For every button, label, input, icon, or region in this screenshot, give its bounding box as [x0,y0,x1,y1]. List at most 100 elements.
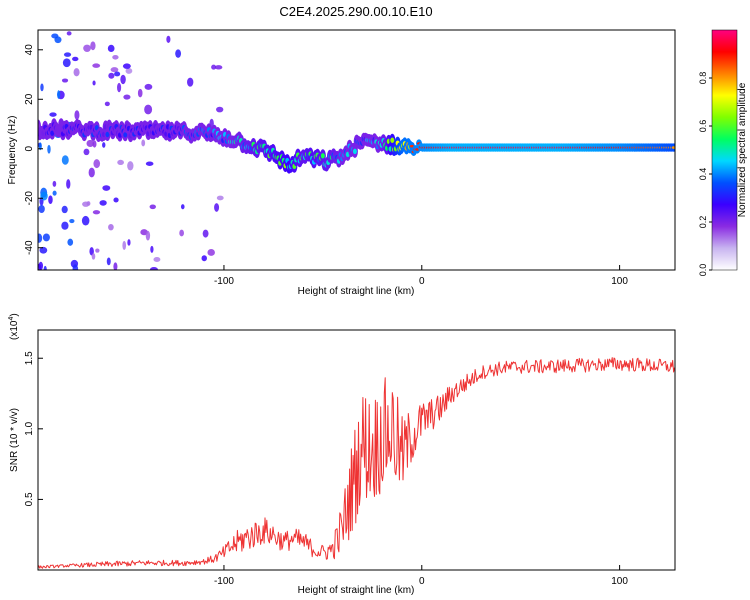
spectrogram-cell [150,267,158,270]
spectrogram-cell [106,257,111,266]
spectrogram-cell [166,35,171,43]
spectrogram-cell [104,101,110,107]
spectrogram-cell [61,221,69,230]
spectrogram-cell [216,195,224,201]
spectrogram-cell [82,201,90,207]
snr-y-tick-label: 1.5 [24,351,35,365]
spectrogram-cell [38,204,45,214]
spectrogram-frame [37,29,676,271]
spectrogram-cell [107,44,115,53]
snr-x-tick-label: -100 [214,576,234,587]
spectrogram-cell [144,83,153,90]
spectrogram-cell [52,190,57,196]
spectrogram-cell [72,56,79,62]
snr-y-tick-label: 0.5 [24,492,35,506]
spectrogram-cell [61,78,69,83]
spectrogram-cell [108,223,114,231]
spectrogram-cell [72,264,79,270]
snr-y-multiplier: (x104) [8,313,20,340]
spectrogram-y-tick-label: -40 [24,240,35,255]
spectrogram-cell [112,54,119,60]
spectrogram-cell [99,200,107,206]
colorbar-tick-label: 0.4 [698,168,708,181]
spectrogram-cell [40,83,44,92]
spectrogram-cell [352,148,357,155]
colorbar-ticks: 0.0 0.2 0.4 0.6 0.8 [698,72,712,277]
spectrogram-y-ticks: -40 -20 0 20 40 [24,44,43,255]
spectrogram-cell [92,210,101,215]
spectrogram-x-tick-label: 0 [419,276,425,287]
spectrogram-cell [57,90,61,99]
spectrogram-cell [43,265,47,270]
spectrogram-cell [48,195,53,205]
spectrogram-cell [52,180,57,187]
spectrogram-cell [49,112,57,117]
spectrogram-y-label: Frequency (Hz) [7,116,18,185]
chart-title: C2E4.2025.290.00.10.E10 [279,4,432,19]
spectrogram-cell [110,67,119,73]
spectrogram-cell [214,65,223,70]
spectrogram-cell [187,77,194,87]
spectrogram-cell [38,142,42,151]
spectrogram-cell [39,246,48,254]
spectrogram-cell [88,167,95,178]
spectrogram-cell [83,148,90,156]
spectrogram-cell [86,139,95,148]
snr-x-ticks: -100 0 100 [214,565,628,587]
spectrogram-cell [214,203,220,212]
colorbar-tick-label: 0.0 [698,264,708,277]
spectrogram-cell [51,33,59,39]
spectrogram-cell [202,229,209,238]
spectrogram-cell [113,262,118,270]
spectrogram-cell [108,72,115,79]
spectrogram-cell [38,261,44,270]
spectrogram-cells [38,31,675,270]
spectrogram-cell [73,68,80,77]
spectrogram-cell [216,106,224,113]
colorbar-tick-label: 0.2 [698,216,708,229]
spectrogram-cell [409,144,414,148]
spectrogram-cell [102,142,106,148]
spectrogram-x-ticks: -100 0 100 [214,265,628,287]
spectrogram-cell [122,63,131,69]
spectrogram-y-tick-label: -20 [24,191,35,206]
spectrogram-cell [145,230,151,241]
snr-panel: -100 0 100 0.5 1.0 1.5 Height of straight li… [8,313,676,596]
snr-x-tick-label: 0 [419,576,425,587]
spectrogram-cell [69,218,75,224]
spectrogram-cell [38,233,43,243]
spectrogram-cell [137,88,143,98]
snr-y-tick-label: 1.0 [24,421,35,435]
spectrogram-cell [61,155,69,165]
colorbar-tick-label: 0.8 [698,72,708,85]
colorbar: 0.0 0.2 0.4 0.6 0.8 Normalized spectral ampl… [698,29,748,277]
spectrogram-panel: -100 0 100 -40 -20 0 20 40 Height of straight … [7,29,676,297]
spectrogram-cell [141,139,146,147]
spectrogram-cell [113,197,119,203]
spectrogram-cell [390,137,395,143]
spectrogram-cell [127,239,131,246]
spectrogram-cell [42,233,50,242]
spectrogram-cell [105,131,110,138]
spectrogram-cell [150,245,154,253]
spectrogram-cell [67,238,74,246]
colorbar-gradient [711,29,738,271]
colorbar-label: Normalized spectral amplitude [737,82,748,217]
spectrogram-cell [117,82,122,93]
spectrogram-x-tick-label: 100 [611,276,628,287]
spectrogram-cell [180,204,185,210]
snr-y-ticks: 0.5 1.0 1.5 [24,351,43,506]
spectrogram-y-tick-label: 20 [24,93,35,105]
spectrogram-cell [144,104,153,115]
spectrogram-cell [40,191,48,201]
spectrogram-cell [50,130,55,136]
spectrogram-x-label: Height of straight line (km) [298,286,415,297]
spectrogram-cell [93,159,101,169]
spectrogram-cell [61,205,68,214]
spectrogram-cell [94,125,99,131]
spectrogram-cell [47,144,51,154]
spectrogram-cell [122,240,127,250]
spectrogram-cell [153,257,161,262]
spectrogram-cell [83,44,91,53]
